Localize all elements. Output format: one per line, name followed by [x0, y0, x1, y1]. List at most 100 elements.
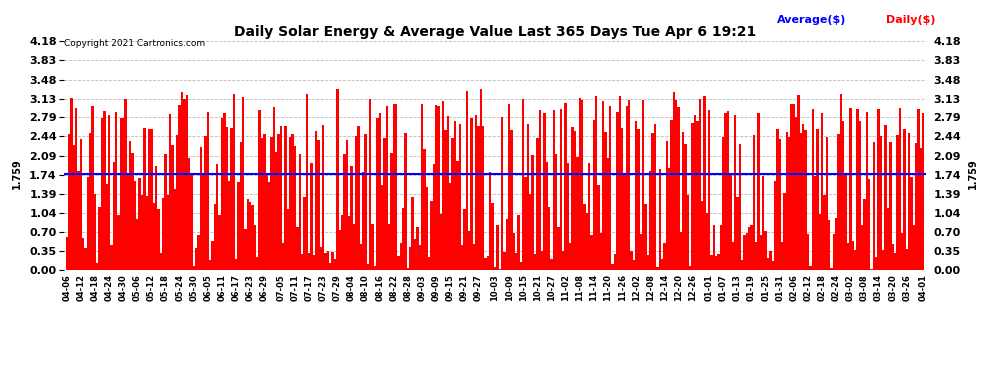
Bar [245, 229, 247, 270]
Bar [101, 118, 103, 270]
Bar [778, 139, 781, 270]
Bar [790, 104, 793, 270]
Bar [139, 178, 141, 270]
Text: Average($): Average($) [777, 15, 846, 25]
Bar [665, 141, 668, 270]
Bar [602, 101, 605, 270]
Bar [299, 154, 301, 270]
Bar [458, 123, 461, 270]
Bar [581, 100, 583, 270]
Bar [407, 268, 409, 270]
Bar [91, 106, 94, 270]
Bar [277, 134, 280, 270]
Bar [438, 106, 440, 270]
Bar [583, 204, 586, 270]
Bar [506, 219, 508, 270]
Bar [734, 115, 737, 270]
Bar [903, 129, 906, 270]
Bar [79, 139, 82, 270]
Bar [510, 130, 513, 270]
Bar [313, 255, 315, 270]
Bar [325, 252, 327, 270]
Bar [899, 108, 901, 270]
Bar [550, 260, 552, 270]
Bar [600, 233, 602, 270]
Bar [838, 134, 840, 270]
Bar [501, 117, 503, 270]
Bar [559, 109, 562, 270]
Bar [856, 109, 858, 270]
Bar [308, 253, 310, 270]
Bar [337, 89, 339, 270]
Bar [835, 218, 838, 270]
Bar [150, 129, 152, 270]
Bar [113, 162, 115, 270]
Bar [148, 129, 150, 270]
Bar [242, 97, 245, 270]
Bar [280, 126, 282, 270]
Bar [287, 209, 289, 270]
Bar [887, 208, 889, 270]
Bar [214, 204, 216, 270]
Bar [626, 106, 628, 270]
Bar [805, 130, 807, 270]
Bar [858, 121, 861, 270]
Bar [687, 195, 689, 270]
Bar [564, 103, 566, 270]
Bar [628, 99, 631, 270]
Bar [212, 241, 214, 270]
Bar [739, 144, 741, 270]
Bar [701, 201, 703, 270]
Bar [409, 247, 412, 270]
Bar [376, 118, 378, 270]
Bar [268, 183, 270, 270]
Bar [200, 147, 202, 270]
Bar [574, 131, 576, 270]
Bar [470, 118, 472, 270]
Bar [155, 166, 157, 270]
Bar [72, 145, 75, 270]
Bar [87, 177, 89, 270]
Bar [291, 134, 294, 270]
Bar [226, 127, 228, 270]
Bar [270, 137, 272, 270]
Bar [491, 203, 494, 270]
Bar [127, 174, 129, 270]
Bar [911, 177, 913, 270]
Bar [873, 142, 875, 270]
Bar [590, 235, 593, 270]
Bar [853, 250, 856, 270]
Bar [176, 135, 178, 270]
Bar [181, 92, 183, 270]
Bar [75, 108, 77, 270]
Bar [522, 99, 525, 270]
Bar [793, 104, 795, 270]
Bar [453, 121, 456, 270]
Bar [369, 99, 371, 270]
Bar [578, 98, 581, 270]
Bar [294, 146, 296, 270]
Bar [722, 137, 725, 270]
Bar [388, 224, 390, 270]
Bar [166, 195, 169, 270]
Bar [332, 252, 334, 270]
Bar [842, 121, 844, 270]
Bar [800, 132, 802, 270]
Bar [503, 252, 506, 270]
Bar [70, 98, 72, 270]
Bar [385, 106, 388, 270]
Bar [696, 121, 699, 270]
Bar [171, 146, 174, 270]
Bar [725, 113, 727, 270]
Bar [868, 179, 870, 270]
Bar [185, 95, 188, 270]
Bar [757, 113, 759, 270]
Bar [849, 108, 851, 270]
Bar [306, 94, 308, 270]
Bar [532, 155, 534, 270]
Bar [609, 106, 612, 270]
Bar [821, 113, 824, 270]
Bar [494, 267, 496, 270]
Bar [518, 215, 520, 270]
Bar [397, 256, 400, 270]
